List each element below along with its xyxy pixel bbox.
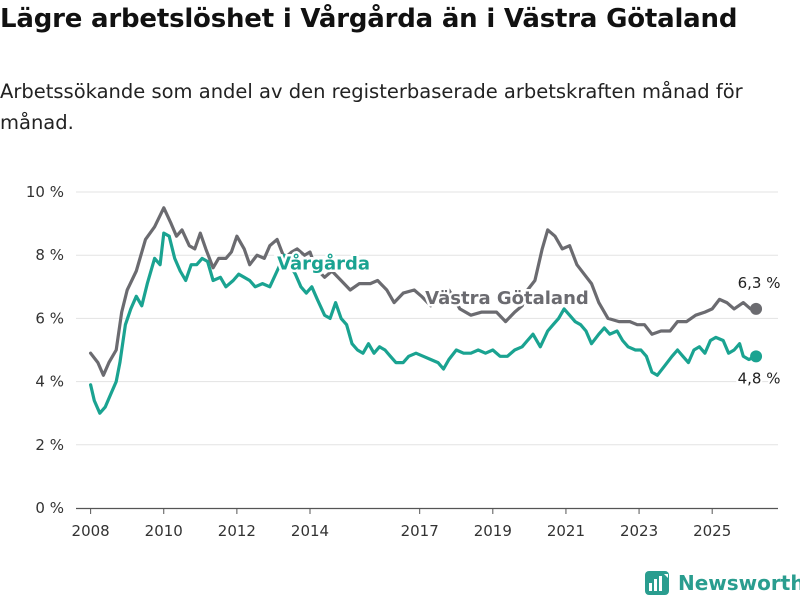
series-labels: Västra Götaland 6,3 % Vårgårda 4,8 % <box>275 250 783 389</box>
y-tick-label: 6 % <box>35 309 64 327</box>
brand-name: Newsworthy <box>678 571 800 595</box>
x-tick-label: 2010 <box>145 522 183 540</box>
series-lines <box>89 206 763 415</box>
x-tick-label: 2008 <box>72 522 110 540</box>
y-tick-label: 10 % <box>26 183 64 201</box>
x-tick-label: 2012 <box>218 522 256 540</box>
series-label-vargarda: Vårgårda <box>277 252 370 274</box>
end-value-label-vargarda: 4,8 % <box>738 369 781 387</box>
x-tick-label: 2023 <box>620 522 658 540</box>
x-tick-label: 2019 <box>474 522 512 540</box>
x-tick-label: 2021 <box>547 522 585 540</box>
axes: 0 % 2 % 4 % 6 % 8 % 10 % 2008 2010 2012 2014 2017 2… <box>26 183 778 540</box>
gridlines <box>76 191 778 446</box>
y-tick-label: 2 % <box>35 436 64 454</box>
end-marker-vastra-gotaland <box>750 302 763 315</box>
end-value-label-vastra-gotaland: 6,3 % <box>738 274 781 292</box>
x-tick-label: 2017 <box>401 522 439 540</box>
x-tick-label: 2014 <box>291 522 329 540</box>
y-tick-label: 0 % <box>35 499 64 517</box>
newsworthy-logo: Newsworthy <box>644 568 800 598</box>
series-line-vargarda <box>89 231 758 415</box>
chart-subtitle: Arbetssökande som andel av den registerb… <box>0 80 743 134</box>
y-tick-label: 4 % <box>35 373 64 391</box>
newsworthy-logo-icon <box>645 571 669 595</box>
chart-title: Lägre arbetslöshet i Vårgårda än i Västr… <box>0 4 738 34</box>
x-tick-label: 2025 <box>693 522 731 540</box>
end-marker-vargarda <box>750 350 763 363</box>
series-label-vastra-gotaland: Västra Götaland <box>425 288 589 309</box>
y-tick-label: 8 % <box>35 246 64 264</box>
series-line-vastra-gotaland <box>89 206 758 377</box>
